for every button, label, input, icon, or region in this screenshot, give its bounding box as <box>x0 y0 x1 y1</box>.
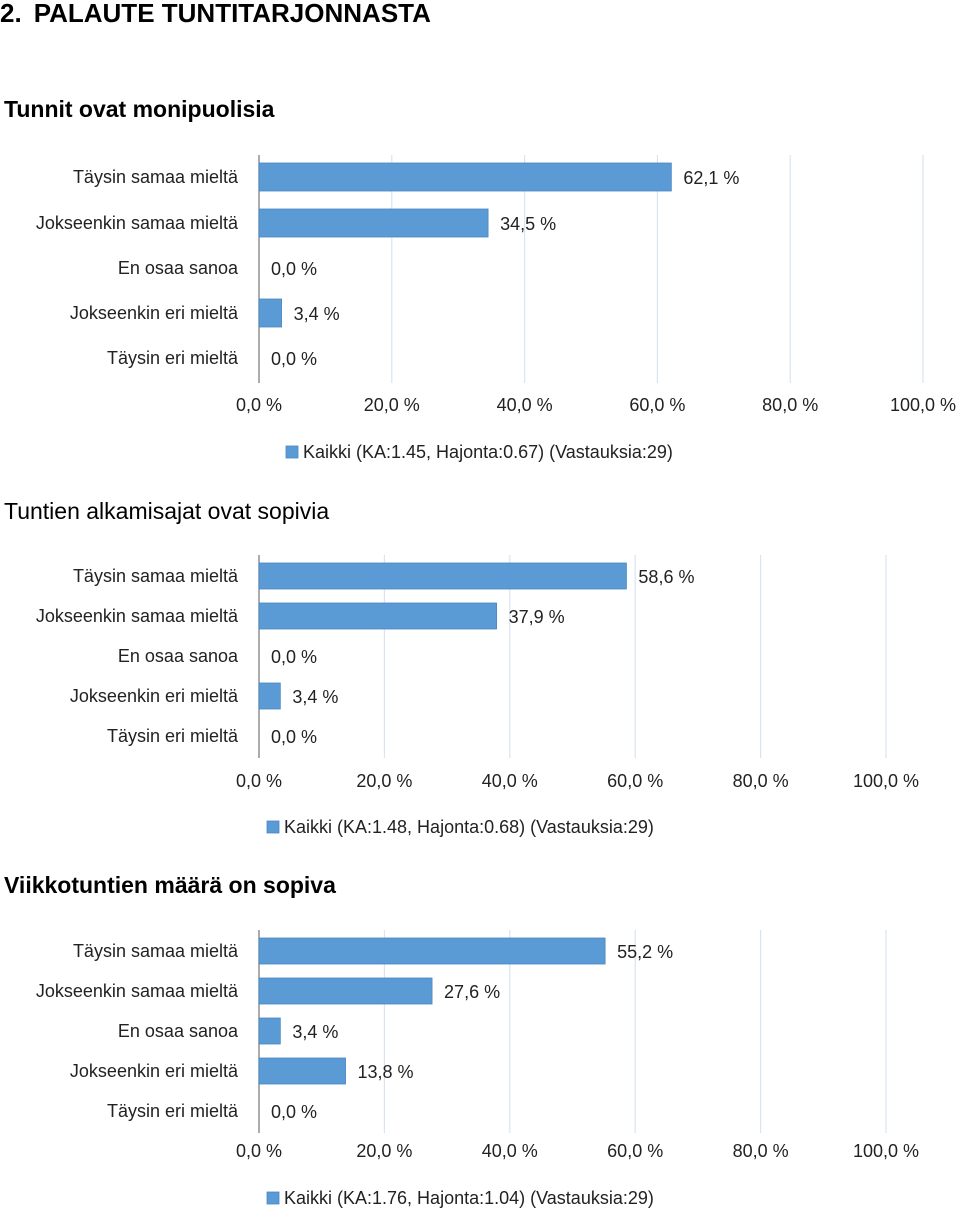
category-label: Täysin samaa mieltä <box>73 167 239 187</box>
bar <box>258 1057 346 1085</box>
category-label: Jokseenkin eri mieltä <box>70 1061 239 1081</box>
chart-title: Tunnit ovat monipuolisia <box>4 96 275 122</box>
data-label: 27,6 % <box>444 982 500 1002</box>
category-label: Jokseenkin samaa mieltä <box>36 606 239 626</box>
x-tick-label: 0,0 % <box>236 395 282 415</box>
category-label: Täysin eri mieltä <box>107 348 239 368</box>
data-label: 58,6 % <box>638 567 694 587</box>
data-label: 34,5 % <box>500 214 556 234</box>
x-tick-label: 60,0 % <box>607 771 663 791</box>
category-label: En osaa sanoa <box>118 258 239 278</box>
x-tick-label: 100,0 % <box>853 771 919 791</box>
x-tick-label: 100,0 % <box>890 395 956 415</box>
x-tick-label: 20,0 % <box>356 1141 412 1161</box>
x-tick-label: 80,0 % <box>733 1141 789 1161</box>
bar <box>258 977 433 1005</box>
section-number: 2. <box>0 0 22 28</box>
category-label: En osaa sanoa <box>118 646 239 666</box>
category-label: Jokseenkin eri mieltä <box>70 303 239 323</box>
data-label: 37,9 % <box>509 607 565 627</box>
x-tick-label: 20,0 % <box>356 771 412 791</box>
x-tick-label: 40,0 % <box>482 1141 538 1161</box>
legend-swatch <box>266 1191 280 1205</box>
bar <box>258 937 606 965</box>
bar-chart-monipuolisia: Täysin samaa mieltä 62,1 % Jokseenkin sama… <box>36 155 956 462</box>
page-title: 2. PALAUTE TUNTITARJONNASTA <box>0 0 431 29</box>
legend-swatch <box>285 445 299 459</box>
category-label: Jokseenkin samaa mieltä <box>36 981 239 1001</box>
category-label: Täysin eri mieltä <box>107 726 239 746</box>
legend-swatch <box>266 820 280 834</box>
x-tick-label: 40,0 % <box>497 395 553 415</box>
category-label: Jokseenkin samaa mieltä <box>36 213 239 233</box>
data-label: 55,2 % <box>617 942 673 962</box>
x-tick-label: 60,0 % <box>629 395 685 415</box>
chart-title: Viikkotuntien määrä on sopiva <box>4 872 336 898</box>
x-tick-label: 60,0 % <box>607 1141 663 1161</box>
data-label: 62,1 % <box>683 168 739 188</box>
x-tick-label: 0,0 % <box>236 771 282 791</box>
data-label: 0,0 % <box>271 349 317 369</box>
bar-chart-alkamisajat: Täysin samaa mieltä 58,6 % Jokseenkin sama… <box>36 555 919 837</box>
legend-label: Kaikki (KA:1.48, Hajonta:0.68) (Vastauks… <box>284 817 654 837</box>
category-label: Täysin eri mieltä <box>107 1101 239 1121</box>
category-label: En osaa sanoa <box>118 1021 239 1041</box>
bar <box>258 162 672 192</box>
x-tick-label: 80,0 % <box>762 395 818 415</box>
data-label: 0,0 % <box>271 259 317 279</box>
bar <box>258 1017 281 1045</box>
bar <box>258 602 498 630</box>
category-label: Jokseenkin eri mieltä <box>70 686 239 706</box>
category-label: Täysin samaa mieltä <box>73 941 239 961</box>
data-label: 13,8 % <box>358 1062 414 1082</box>
x-tick-label: 0,0 % <box>236 1141 282 1161</box>
data-label: 3,4 % <box>292 1022 338 1042</box>
x-tick-label: 80,0 % <box>733 771 789 791</box>
category-label: Täysin samaa mieltä <box>73 566 239 586</box>
x-tick-label: 20,0 % <box>364 395 420 415</box>
data-label: 0,0 % <box>271 647 317 667</box>
bar <box>258 208 489 238</box>
x-tick-label: 100,0 % <box>853 1141 919 1161</box>
bar <box>258 298 282 328</box>
data-label: 0,0 % <box>271 727 317 747</box>
data-label: 3,4 % <box>294 304 340 324</box>
legend-label: Kaikki (KA:1.76, Hajonta:1.04) (Vastauks… <box>284 1188 654 1208</box>
bar <box>258 682 281 710</box>
bar <box>258 562 627 590</box>
x-tick-label: 40,0 % <box>482 771 538 791</box>
data-label: 0,0 % <box>271 1102 317 1122</box>
bar-chart-viikkotunnit: Täysin samaa mieltä 55,2 % Jokseenkin sama… <box>36 930 919 1208</box>
section-title: PALAUTE TUNTITARJONNASTA <box>33 0 431 28</box>
chart-title: Tuntien alkamisajat ovat sopivia <box>4 498 330 524</box>
data-label: 3,4 % <box>292 687 338 707</box>
legend-label: Kaikki (KA:1.45, Hajonta:0.67) (Vastauks… <box>303 442 673 462</box>
